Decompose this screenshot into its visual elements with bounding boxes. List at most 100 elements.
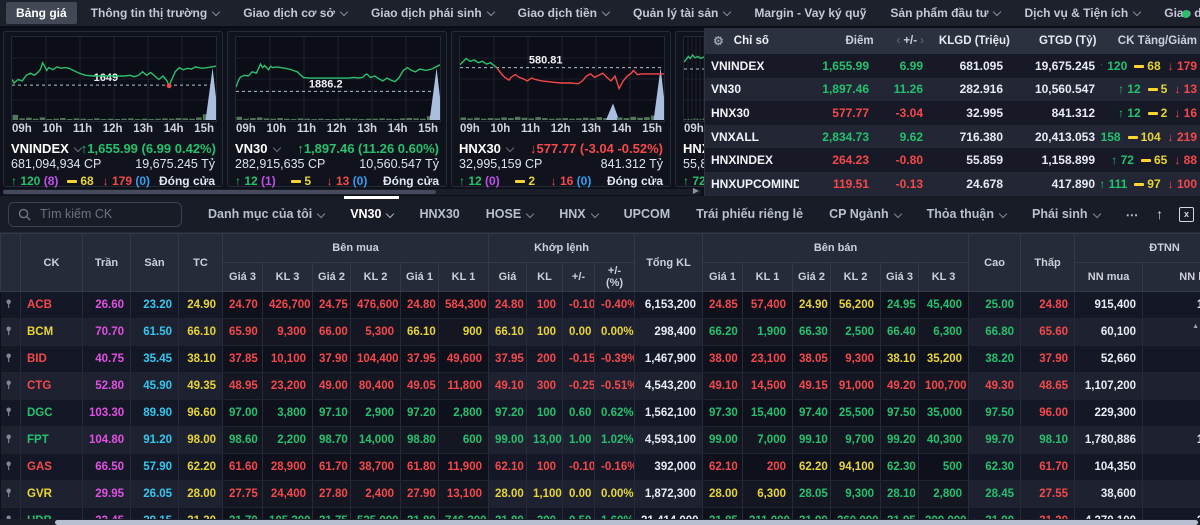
- pin-cell: [0, 318, 21, 346]
- charts-horizontal-scrollbar[interactable]: ▶: [3, 186, 701, 195]
- stock-row-FPT[interactable]: FPT 104.80 91.20 98.00 98.60 2,200 98.70 14,000…: [0, 426, 1200, 454]
- pin-icon[interactable]: [5, 487, 16, 498]
- sell-cell-5: 62.30: [880, 453, 919, 481]
- index-row-HNX30[interactable]: HNX30 577.77 -3.04 32.995 841.312 ↑ 12 2 ↓…: [705, 101, 1200, 125]
- menu-item-7[interactable]: Margin - Vay ký quỹ: [754, 6, 867, 20]
- match-cell-3: 0.00: [562, 480, 595, 508]
- stock-row-DGC[interactable]: DGC 103.30 89.90 96.60 97.00 3,800 97.10 2,900 9…: [0, 399, 1200, 427]
- sell-cell-2: 23,100: [742, 345, 793, 373]
- tab-vn30[interactable]: VN30: [344, 196, 400, 232]
- tab-trái-phiếu-riêng-lẻ[interactable]: Trái phiếu riêng lẻ: [696, 207, 804, 221]
- tab-phái-sinh[interactable]: Phái sinh: [1032, 196, 1101, 232]
- menu-item-6[interactable]: Quản lý tài sản: [623, 2, 740, 24]
- stock-row-ACB[interactable]: ACB 26.60 23.20 24.90 24.70 426,700 24.75 476,6…: [0, 291, 1200, 319]
- time-tick-label: 10h: [42, 123, 63, 135]
- buy-cell-6: 584,300: [438, 291, 489, 319]
- pin-icon[interactable]: [5, 460, 16, 471]
- menu-item-10[interactable]: Giao diện của tôi: [1164, 6, 1200, 20]
- chevron-down-icon: [893, 209, 902, 219]
- stock-row-GAS[interactable]: GAS 66.50 57.90 62.20 61.60 28,900 61.70 38,700…: [0, 453, 1200, 481]
- col-header-chiso: Chỉ số: [733, 35, 769, 47]
- tab-thỏa-thuận[interactable]: Thỏa thuận: [927, 196, 1008, 232]
- buy-cell-5: 66.10: [400, 318, 439, 346]
- header-group-match: Khớp lệnh: [488, 233, 635, 263]
- table-scroll-up-arrow-icon[interactable]: ▲: [1192, 323, 1199, 330]
- sell-cell-3: 62.20: [792, 453, 831, 481]
- advancers-count: ↑ 12 (0): [459, 174, 500, 188]
- stock-row-GVR[interactable]: GVR 29.95 26.05 28.00 27.75 24,400 27.80 2,400 2…: [0, 480, 1200, 508]
- tab-cp-ngành[interactable]: CP Ngành: [829, 196, 902, 232]
- index-row-HNXINDEX[interactable]: HNXINDEX 264.23 -0.80 55.859 1,158.899 ↑…: [705, 148, 1200, 172]
- index-name-dropdown[interactable]: VNINDEX: [11, 141, 83, 156]
- sell-cell-6: 100,700: [918, 372, 970, 400]
- reference-price: 38.10: [178, 345, 223, 373]
- index-name-dropdown[interactable]: HNXI: [683, 141, 704, 156]
- sell-cell-6: 35,000: [918, 399, 970, 427]
- menu-item-3[interactable]: Giao dịch cơ sở: [233, 2, 357, 24]
- header-match-2: KL: [526, 262, 563, 292]
- match-cell-3: -0.25: [562, 372, 595, 400]
- upload-arrow-icon[interactable]: ↑: [1156, 206, 1164, 222]
- chevron-down-icon: [1092, 209, 1101, 219]
- index-change-value: ↑1,655.99 (6.99 0.42%): [80, 140, 216, 156]
- charts-scrollbar-arrow-icon[interactable]: ▶: [692, 186, 699, 195]
- index-row-VN30[interactable]: VN30 1,897.46 11.26 282.916 10,560.547 ↑…: [705, 77, 1200, 102]
- tab-upcom[interactable]: UPCOM: [623, 207, 671, 221]
- menu-item-9[interactable]: Dịch vụ & Tiện ích: [1014, 2, 1150, 24]
- time-tick-label: 10h: [490, 123, 511, 135]
- stock-row-CTG[interactable]: CTG 52.80 45.90 49.35 48.95 23,200 49.00 80,400…: [0, 372, 1200, 400]
- chart-volume-row: 55,85: [683, 157, 704, 173]
- foreign-sell-cell: 1,008,930: [1142, 426, 1200, 454]
- tab-hnx[interactable]: HNX: [559, 196, 599, 232]
- buy-cell-3: 24.75: [312, 291, 351, 319]
- stock-row-BID[interactable]: BID 40.75 35.45 38.10 37.85 10,100 37.90 104,40…: [0, 345, 1200, 373]
- header-sell-4: KL 2: [830, 262, 881, 292]
- menu-item-2[interactable]: Thông tin thị trường: [81, 2, 230, 24]
- traded-volume: 55,85: [683, 157, 704, 171]
- search-input[interactable]: [38, 206, 172, 222]
- col-header-change[interactable]: ‹ +/- ›: [896, 35, 924, 47]
- pin-icon[interactable]: [5, 433, 16, 444]
- chart-title-row: HNX30 ↓577.77 (-3.04 -0.52%): [459, 139, 663, 157]
- high-price-cell: 62.30: [968, 453, 1022, 481]
- stock-search-box[interactable]: [8, 201, 182, 227]
- pin-icon[interactable]: [5, 352, 16, 363]
- buy-cell-2: 2,200: [262, 426, 313, 454]
- panel-gear-icon[interactable]: ⚙: [713, 34, 724, 48]
- menu-item-8[interactable]: Sản phẩm đầu tư: [880, 2, 1010, 24]
- index-row-HNXUPCOMINDEX[interactable]: HNXUPCOMINDEX 119.51 -0.13 24.678 417.89…: [705, 171, 1200, 196]
- charts-scrollbar-thumb[interactable]: [3, 190, 436, 194]
- svg-text:1886.2: 1886.2: [309, 78, 343, 90]
- buy-cell-5: 97.20: [400, 399, 439, 427]
- intraday-chart-HNXI: [683, 36, 704, 122]
- tab-⋯[interactable]: ⋯: [1125, 207, 1139, 222]
- chevron-down-icon: [386, 209, 395, 219]
- buy-cell-6: 900: [438, 318, 489, 346]
- page-horizontal-scrollbar[interactable]: [0, 519, 1200, 525]
- pin-icon[interactable]: [5, 325, 16, 336]
- sell-cell-5: 38.10: [880, 345, 919, 373]
- index-row-VNXALL[interactable]: VNXALL 2,834.73 9.62 716.380 20,413.053 …: [705, 124, 1200, 149]
- chevron-down-icon: [272, 143, 281, 152]
- tab-danh-mục-của-tôi[interactable]: Danh mục của tôi: [208, 196, 326, 232]
- page-scrollbar-thumb[interactable]: [55, 520, 1198, 525]
- menu-item-5[interactable]: Giao dịch tiền: [508, 2, 619, 24]
- index-row-VNINDEX[interactable]: VNINDEX 1,655.99 6.99 681.095 19,675.245…: [705, 54, 1200, 78]
- tab-hose[interactable]: HOSE: [486, 196, 535, 232]
- match-cell-1: 62.10: [488, 453, 527, 481]
- excel-export-icon[interactable]: x: [1179, 206, 1195, 222]
- menu-item-1[interactable]: Bảng giá: [6, 2, 77, 24]
- connection-status-dot: [1182, 10, 1190, 18]
- stock-row-BCM[interactable]: BCM 70.70 61.50 66.10 65.90 9,300 66.00 5,300 66…: [0, 318, 1200, 346]
- pin-icon[interactable]: [5, 406, 16, 417]
- index-name-dropdown[interactable]: VN30: [235, 141, 281, 156]
- pin-icon[interactable]: [5, 298, 16, 309]
- sell-cell-1: 62.10: [702, 453, 743, 481]
- chart-time-axis: 09h 10h 11h 12h 13h 14h 15h: [459, 122, 663, 139]
- index-name-dropdown[interactable]: HNX30: [459, 141, 515, 156]
- menu-item-4[interactable]: Giao dịch phái sinh: [361, 2, 504, 24]
- tab-hnx30[interactable]: HNX30: [419, 207, 460, 221]
- pin-icon[interactable]: [5, 379, 16, 390]
- sell-cell-1: 28.00: [702, 480, 743, 508]
- chevron-down-icon: [993, 7, 1002, 17]
